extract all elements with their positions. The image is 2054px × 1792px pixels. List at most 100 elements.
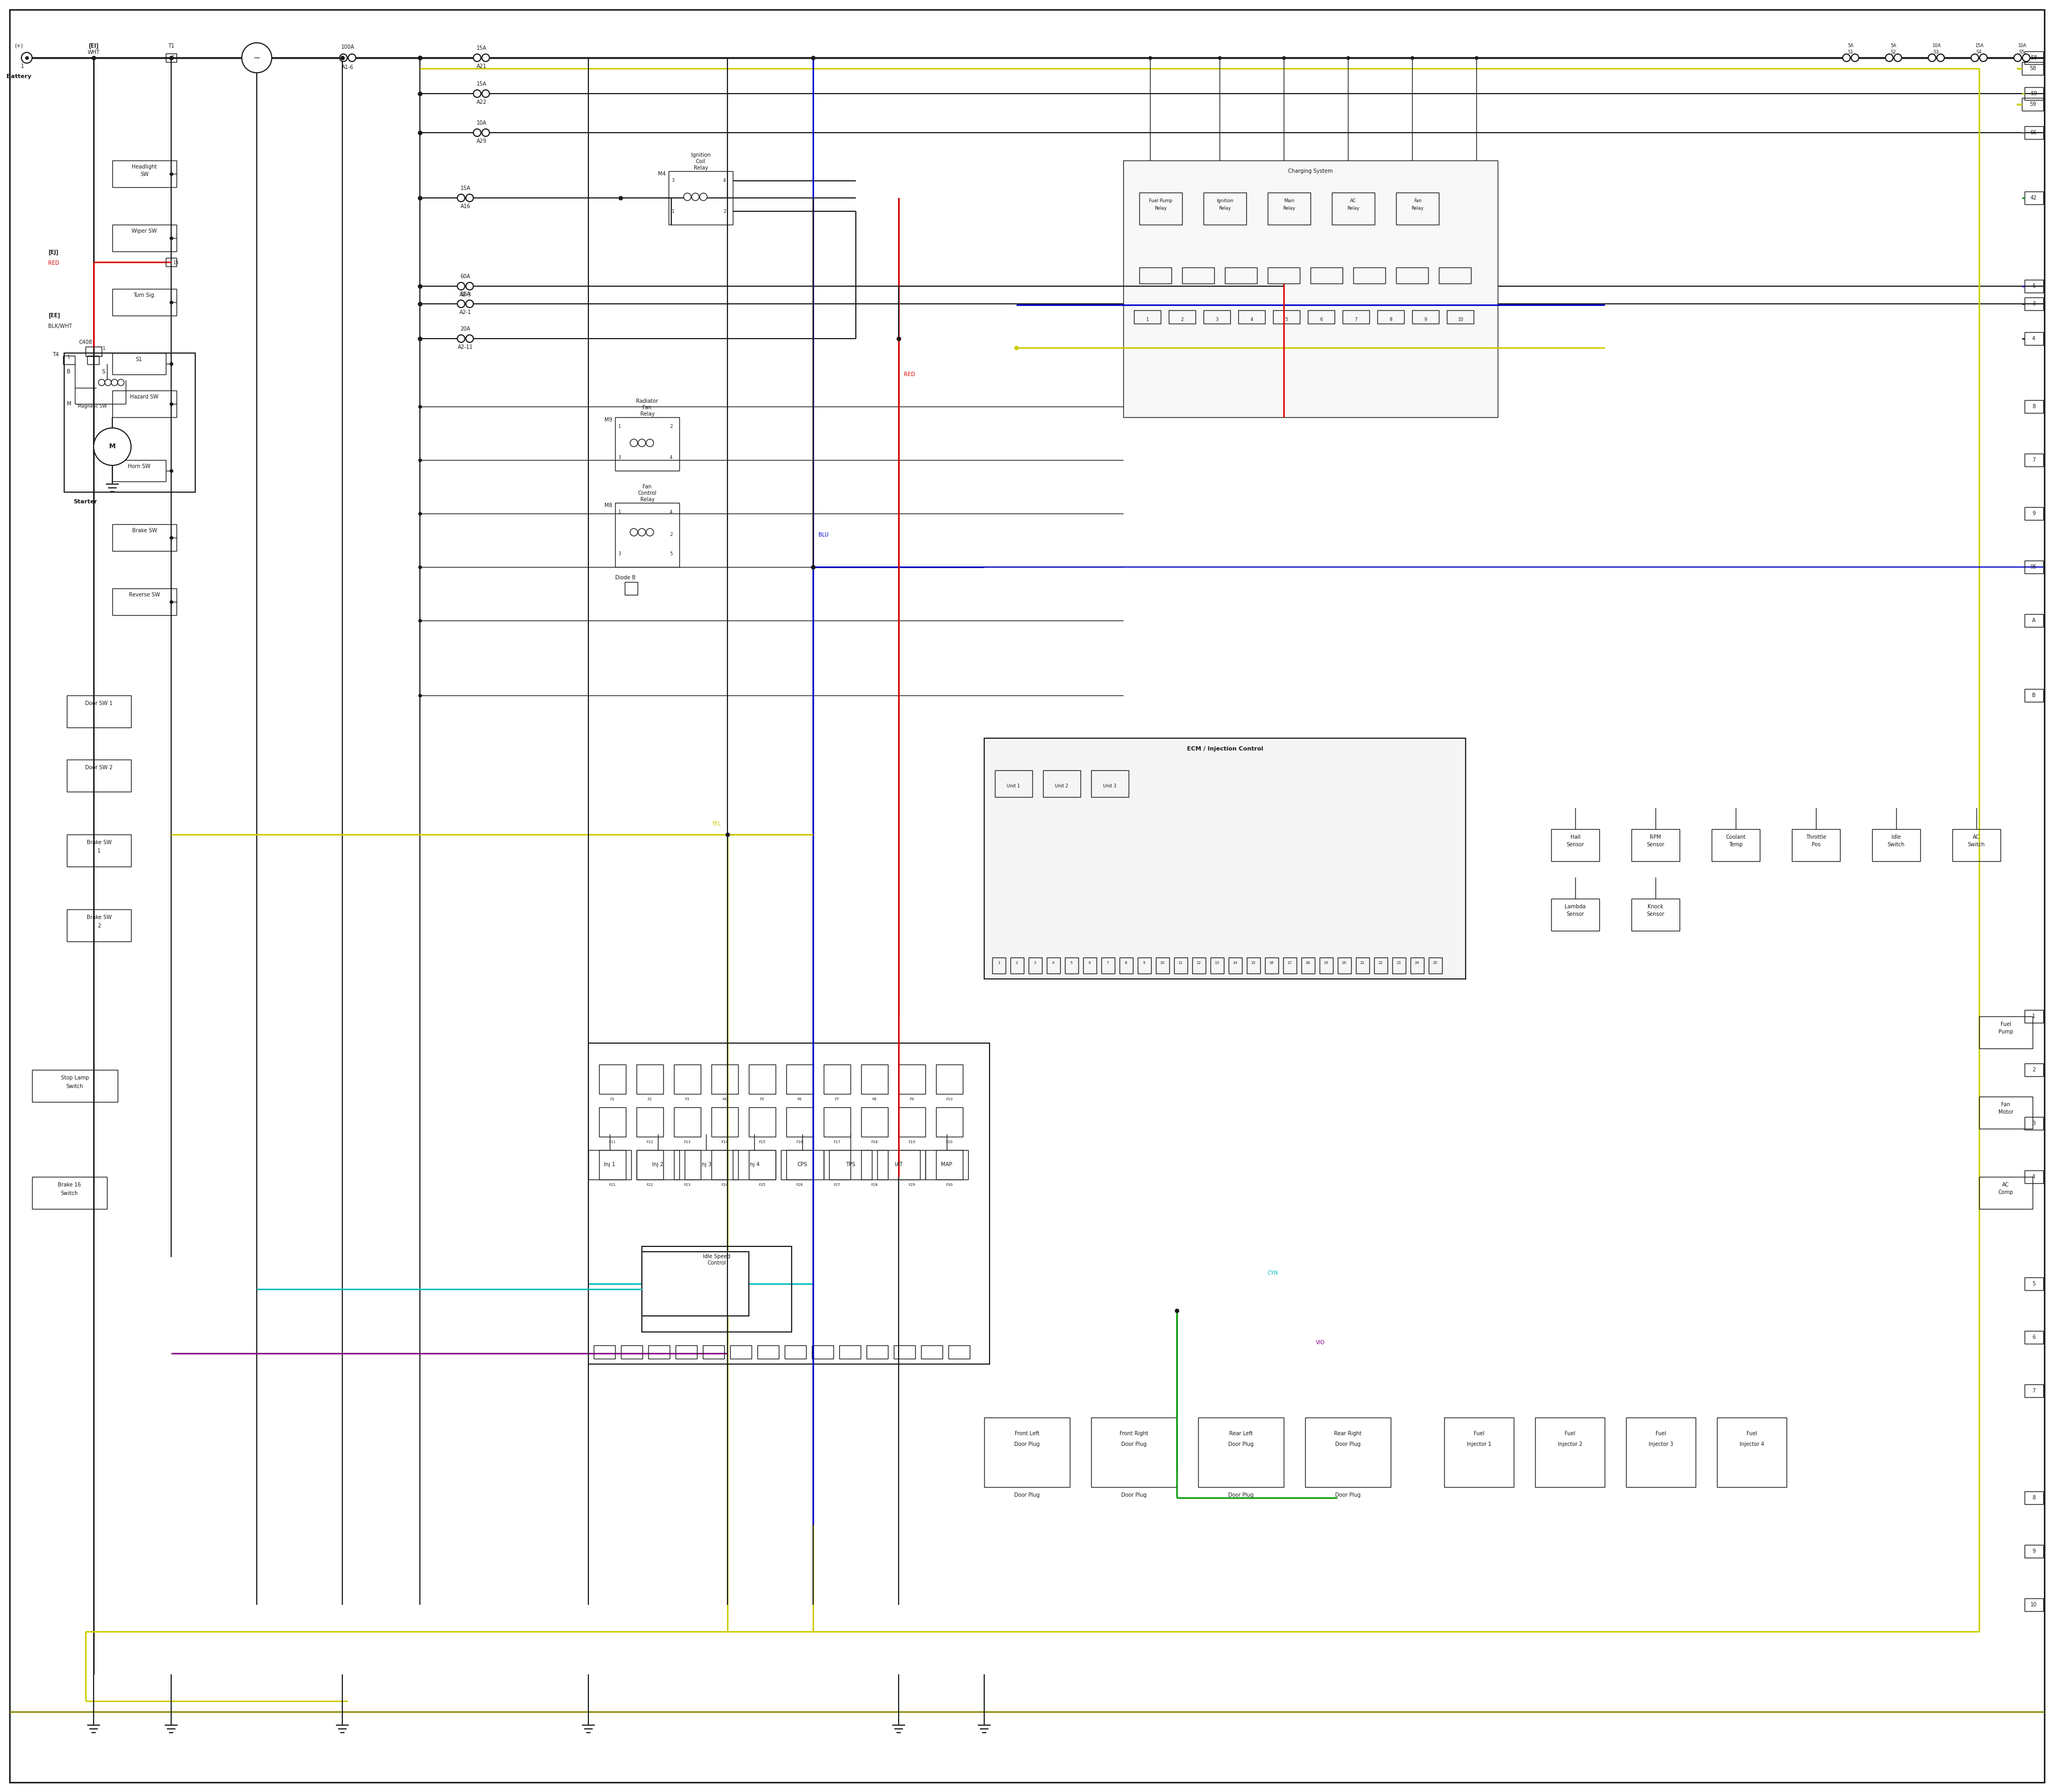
Text: Fuel Pump: Fuel Pump [1148,199,1173,202]
Text: Inj 4: Inj 4 [748,1161,760,1167]
Bar [1210,957,1224,973]
Text: Door SW 1: Door SW 1 [84,701,113,706]
Bar [702,1346,725,1358]
Text: Relay: Relay [641,496,655,502]
Bar [1337,957,1352,973]
Text: 16: 16 [1269,961,1273,964]
Text: Inj 1: Inj 1 [604,1161,616,1167]
Text: Brake SW: Brake SW [131,529,156,534]
Text: F19: F19 [908,1140,916,1143]
Bar [2025,615,2044,627]
Bar [1224,267,1257,283]
Bar [1980,1016,2033,1048]
Circle shape [466,194,472,202]
Bar [937,1064,963,1093]
Bar [830,1150,871,1179]
Circle shape [1937,54,1945,61]
Text: Unit 3: Unit 3 [1103,783,1117,788]
Text: F2: F2 [647,1098,651,1100]
Text: 1: 1 [2031,1014,2036,1020]
Text: S1: S1 [136,357,142,362]
Bar [984,1417,1070,1487]
Text: F30: F30 [947,1183,953,1186]
Text: M: M [68,401,72,407]
Text: [EI]: [EI] [88,43,99,48]
Bar [1871,830,1920,862]
Bar [676,1346,696,1358]
Text: RED: RED [47,260,60,265]
Bar [1124,161,1497,418]
Text: 7: 7 [1354,317,1358,323]
Text: MAP: MAP [941,1161,953,1167]
Bar [2025,192,2044,204]
Text: S1: S1 [1849,50,1853,56]
Circle shape [1894,54,1902,61]
Text: YEL: YEL [711,821,721,826]
Text: 100A: 100A [341,45,355,50]
Text: Relay: Relay [694,165,709,170]
Text: Injector 2: Injector 2 [1557,1441,1582,1446]
Text: 6: 6 [1089,961,1091,964]
Bar [1356,957,1370,973]
Text: 4: 4 [2031,1174,2036,1179]
Bar [113,391,177,418]
Bar [1310,267,1343,283]
Bar [1411,957,1423,973]
Text: S4: S4 [1976,50,1982,56]
Bar [1029,957,1041,973]
Text: S3: S3 [1933,50,1939,56]
Text: 1: 1 [101,353,103,357]
Text: RPM: RPM [1649,835,1662,840]
Text: Wiper SW: Wiper SW [131,228,156,233]
Text: CPS: CPS [797,1161,807,1167]
Bar [1953,830,2001,862]
Text: Door Plug: Door Plug [1121,1441,1146,1446]
Bar [1551,898,1600,930]
Text: 10: 10 [1458,317,1462,323]
Text: F5: F5 [760,1098,764,1100]
Text: Sensor: Sensor [1647,912,1664,918]
Bar [674,1064,700,1093]
Text: F4: F4 [723,1098,727,1100]
Text: 59: 59 [2029,91,2038,97]
Text: F17: F17 [834,1140,840,1143]
Text: Brake 16: Brake 16 [58,1183,82,1188]
Text: M4: M4 [657,172,665,177]
Text: F8: F8 [873,1098,877,1100]
Bar [877,1150,920,1179]
Bar [1011,957,1023,973]
Text: F14: F14 [721,1140,729,1143]
Bar [824,1107,850,1136]
Bar [2025,52,2044,65]
Text: M8: M8 [604,504,612,509]
Bar [64,353,195,493]
Text: 25: 25 [1434,961,1438,964]
Bar [594,1346,614,1358]
Bar [113,588,177,615]
Text: 10A: 10A [1933,43,1941,48]
Circle shape [466,335,472,342]
Text: 7: 7 [2031,1389,2036,1394]
Bar [1413,310,1440,324]
Text: Horn SW: Horn SW [127,464,150,470]
Bar [641,1253,750,1315]
Text: 2: 2 [723,210,725,213]
Circle shape [1972,54,1978,61]
Bar [787,1150,813,1179]
Bar [64,357,74,364]
Text: 1: 1 [97,848,101,853]
Text: Fuel: Fuel [1656,1432,1666,1435]
Text: 4: 4 [2031,335,2036,340]
Text: F27: F27 [834,1183,840,1186]
Text: 10A: 10A [477,120,487,125]
Circle shape [111,380,117,385]
Text: 50A: 50A [460,292,470,297]
Bar [861,1064,887,1093]
Bar [1134,310,1161,324]
Bar [1204,192,1247,224]
Bar [2025,125,2044,140]
Text: F7: F7 [834,1098,840,1100]
Bar [1444,1417,1514,1487]
Text: F6: F6 [797,1098,801,1100]
Circle shape [458,335,464,342]
